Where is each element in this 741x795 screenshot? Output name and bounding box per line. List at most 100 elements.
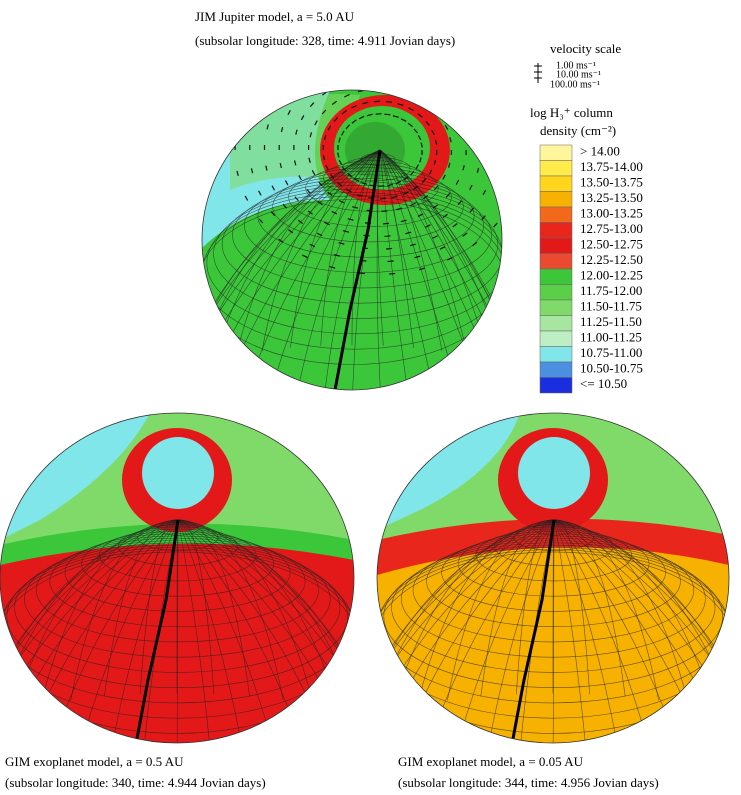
wind-arrow: [346, 189, 352, 193]
wind-arrow: [345, 124, 351, 130]
latitude-line: [213, 188, 502, 319]
wind-arrow: [484, 109, 489, 115]
wind-arrow: [457, 200, 463, 206]
meridian-line: [0, 519, 179, 727]
wind-arrow: [247, 94, 251, 100]
wind-arrow: [442, 174, 446, 180]
meridian-line: [416, 519, 555, 706]
terminator-line: [131, 519, 180, 743]
wind-arrow: [439, 246, 446, 250]
wind-arrow: [403, 176, 409, 181]
wind-arrow: [318, 181, 323, 187]
wind-arrow: [298, 175, 302, 181]
velocity-title: velocity scale: [550, 41, 621, 56]
wind-arrow: [415, 164, 419, 170]
wind-arrow: [467, 67, 471, 70]
wind-arrow: [381, 210, 388, 212]
wind-arrow: [387, 260, 394, 263]
wind-arrow: [353, 78, 359, 80]
wind-arrow: [309, 102, 315, 108]
wind-arrow: [324, 221, 330, 226]
wind-arrow: [437, 94, 443, 99]
wind-arrow: [386, 247, 393, 250]
wind-arrow: [283, 54, 287, 57]
wind-arrow: [478, 131, 481, 138]
wind-arrow: [416, 56, 422, 58]
legend-label: 13.50-13.75: [580, 175, 643, 190]
legend-label: 12.25-12.50: [580, 252, 643, 267]
wind-arrow: [374, 100, 381, 103]
meridian-line: [553, 519, 729, 743]
meridian-line: [553, 519, 590, 695]
globe-outline: [201, 89, 503, 391]
wind-arrow: [418, 267, 425, 271]
wind-arrow: [449, 137, 452, 143]
wind-arrow: [327, 125, 332, 131]
wind-arrow: [417, 113, 423, 118]
wind-arrow: [284, 180, 289, 186]
globe-outline: [376, 412, 730, 744]
meridian-line: [202, 149, 381, 383]
caption: (subsolar longitude: 328, time: 4.911 Jo…: [195, 33, 455, 48]
wind-arrow: [507, 127, 508, 132]
wind-arrow: [351, 119, 357, 124]
latitude-line: [232, 181, 492, 289]
wind-arrow: [293, 160, 297, 166]
meridian-line: [177, 519, 284, 701]
caption: JIM Jupiter model, a = 5.0 AU: [195, 9, 355, 24]
meridian-line: [177, 519, 250, 743]
wind-arrow: [455, 179, 460, 185]
meridian-line: [104, 519, 179, 743]
wind-arrow: [356, 194, 363, 197]
meridian-line: [261, 149, 381, 390]
terminator-line: [333, 149, 382, 390]
meridian-line: [177, 519, 354, 735]
wind-arrow: [353, 178, 360, 182]
wind-arrow: [407, 122, 413, 128]
wind-arrow: [342, 166, 347, 172]
wind-arrow: [485, 84, 489, 88]
velocity-label: 100.00 ms⁻¹: [550, 79, 600, 90]
wind-arrow: [360, 259, 367, 262]
wind-arrow: [352, 206, 359, 209]
wind-arrow: [308, 157, 311, 163]
wind-arrow: [297, 219, 304, 225]
wind-arrow: [402, 191, 409, 196]
meridian-line: [379, 149, 414, 390]
meridian-line: [177, 519, 250, 697]
meridian-line: [376, 149, 384, 390]
wind-arrow: [408, 107, 414, 111]
wind-arrow: [331, 210, 338, 215]
wind-arrow: [422, 195, 429, 200]
wind-arrow: [270, 211, 276, 216]
caption: (subsolar longitude: 344, time: 4.956 Jo…: [398, 775, 659, 790]
wind-arrow: [250, 168, 254, 174]
wind-arrow: [413, 185, 419, 190]
wind-arrow: [366, 209, 373, 212]
wind-arrow: [321, 109, 327, 115]
legend-label: 11.75-12.00: [580, 283, 642, 298]
wind-arrow: [433, 159, 437, 166]
wind-arrow: [462, 165, 465, 171]
wind-arrow: [461, 98, 466, 104]
latitude-line: [221, 185, 499, 304]
legend-swatch: [539, 284, 573, 301]
legend-label: 13.00-13.25: [580, 206, 643, 221]
wind-arrow: [395, 180, 402, 185]
wind-arrow: [295, 129, 298, 135]
meridian-line: [480, 519, 555, 743]
wind-arrow: [409, 243, 416, 247]
wind-arrow: [428, 169, 433, 175]
meridian-line: [177, 519, 354, 743]
velocity-label: 1.00 ms⁻¹: [556, 60, 596, 71]
wind-arrow: [260, 99, 265, 105]
meridian-line: [70, 519, 179, 743]
wind-arrow: [358, 272, 365, 275]
wind-arrow: [344, 54, 350, 56]
wind-arrow: [323, 134, 327, 141]
wind-arrow: [391, 64, 397, 65]
legend-label: 11.50-11.75: [580, 299, 642, 314]
wind-arrow: [387, 90, 394, 91]
meridian-line: [377, 519, 555, 727]
legend-label: 11.00-11.25: [580, 330, 642, 345]
